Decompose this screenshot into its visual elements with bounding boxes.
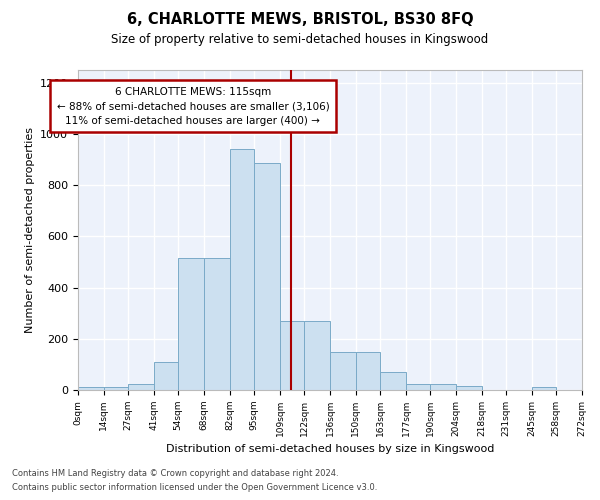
Bar (430, 384, 456, 390)
Bar (154, 362, 178, 390)
Text: Contains HM Land Registry data © Crown copyright and database right 2024.: Contains HM Land Registry data © Crown c… (12, 468, 338, 477)
Bar (230, 150, 254, 390)
Bar (128, 384, 154, 390)
Bar (380, 372, 406, 390)
Bar (356, 352, 380, 390)
Bar (330, 352, 356, 390)
Text: 6, CHARLOTTE MEWS, BRISTOL, BS30 8FQ: 6, CHARLOTTE MEWS, BRISTOL, BS30 8FQ (127, 12, 473, 28)
Bar (204, 258, 230, 390)
Bar (406, 384, 430, 390)
Bar (456, 386, 482, 390)
Text: Contains public sector information licensed under the Open Government Licence v3: Contains public sector information licen… (12, 484, 377, 492)
Bar (280, 321, 304, 390)
Text: Size of property relative to semi-detached houses in Kingswood: Size of property relative to semi-detach… (112, 32, 488, 46)
Bar (304, 321, 330, 390)
Y-axis label: Number of semi-detached properties: Number of semi-detached properties (25, 127, 35, 333)
Bar (254, 164, 280, 390)
X-axis label: Distribution of semi-detached houses by size in Kingswood: Distribution of semi-detached houses by … (166, 444, 494, 454)
Bar (104, 388, 128, 390)
Bar (78, 388, 104, 390)
Bar (532, 388, 556, 390)
Bar (178, 258, 204, 390)
Text: 6 CHARLOTTE MEWS: 115sqm
← 88% of semi-detached houses are smaller (3,106)
11% o: 6 CHARLOTTE MEWS: 115sqm ← 88% of semi-d… (56, 86, 329, 126)
